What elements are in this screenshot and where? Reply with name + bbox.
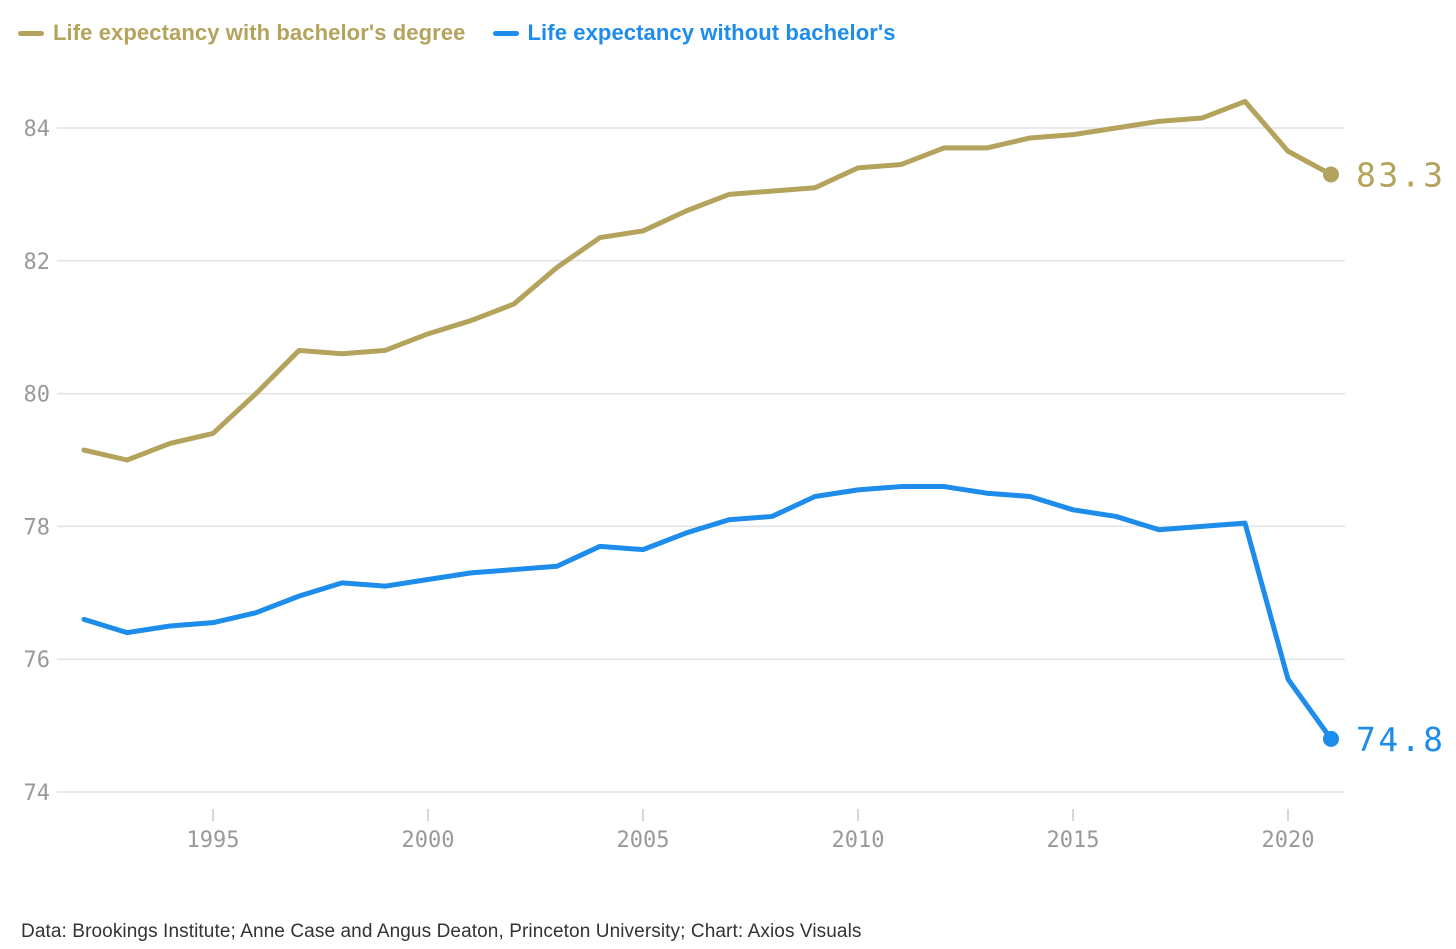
y-tick-label: 84	[24, 117, 51, 142]
series-end-value-without-bachelors: 74.8	[1356, 720, 1445, 759]
legend-item-with-bachelors: Life expectancy with bachelor's degree	[18, 20, 466, 46]
x-axis-labels: 1995 2000 2005 2010 2015 2020	[187, 809, 1315, 853]
legend-swatch-with-bachelors-icon	[18, 30, 44, 36]
source-caption: Data: Brookings Institute; Anne Case and…	[21, 921, 862, 942]
legend-label-without-bachelors: Life expectancy without bachelor's	[527, 20, 896, 45]
gridlines	[57, 127, 1345, 793]
legend-label-with-bachelors: Life expectancy with bachelor's degree	[53, 20, 466, 45]
line-chart: 74 76 78 80 82 84 1995 2000 2005 2010 2015 2020 83.3…	[24, 98, 1445, 853]
y-tick-label: 78	[24, 515, 51, 540]
series-line-without-bachelors	[81, 484, 1334, 742]
x-tick-label: 2000	[402, 828, 455, 853]
y-axis-labels: 74 76 78 80 82 84	[24, 117, 51, 806]
y-tick-label: 74	[24, 781, 51, 806]
legend: Life expectancy with bachelor's degree L…	[18, 20, 896, 46]
x-tick-label: 2010	[832, 828, 885, 853]
legend-swatch-without-bachelors-icon	[492, 30, 519, 36]
y-tick-label: 80	[24, 383, 51, 408]
y-tick-label: 76	[24, 648, 51, 673]
series-end-dot-with-bachelors	[1323, 166, 1339, 183]
x-tick-label: 2020	[1262, 828, 1315, 853]
series-end-value-with-bachelors: 83.3	[1356, 155, 1445, 194]
y-tick-label: 82	[24, 250, 51, 275]
series-end-dot-without-bachelors	[1323, 730, 1339, 747]
series-line-with-bachelors	[81, 98, 1334, 463]
x-tick-label: 1995	[187, 828, 240, 853]
x-tick-label: 2005	[617, 828, 670, 853]
x-tick-label: 2015	[1047, 828, 1100, 853]
legend-item-without-bachelors: Life expectancy without bachelor's	[492, 20, 896, 46]
